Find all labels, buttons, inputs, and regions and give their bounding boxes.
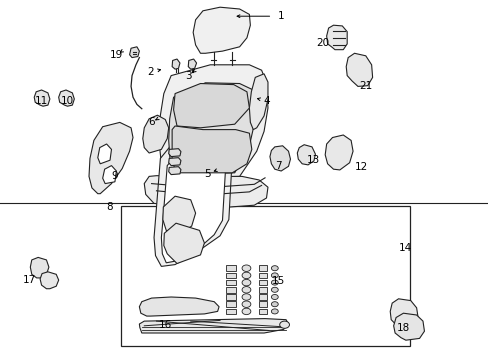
Text: 4: 4 [263, 96, 269, 106]
Text: 7: 7 [275, 161, 282, 171]
Polygon shape [225, 287, 235, 293]
Text: 21: 21 [358, 81, 372, 91]
Circle shape [271, 309, 278, 314]
Text: 10: 10 [61, 96, 74, 106]
Polygon shape [259, 294, 266, 300]
Polygon shape [173, 84, 249, 128]
Text: 11: 11 [35, 96, 48, 106]
Circle shape [271, 287, 278, 292]
Circle shape [242, 301, 250, 307]
Polygon shape [259, 287, 266, 293]
Polygon shape [259, 309, 266, 314]
Text: 1: 1 [277, 11, 284, 21]
Text: 17: 17 [22, 275, 36, 285]
Polygon shape [249, 74, 267, 130]
Polygon shape [59, 90, 74, 106]
Text: 13: 13 [305, 155, 319, 165]
Polygon shape [142, 115, 168, 153]
Text: 9: 9 [111, 171, 118, 181]
Polygon shape [326, 25, 346, 50]
Circle shape [271, 302, 278, 307]
Text: 20: 20 [316, 38, 328, 48]
Polygon shape [200, 158, 222, 175]
Text: 8: 8 [106, 202, 113, 212]
Text: 15: 15 [271, 276, 285, 286]
Polygon shape [154, 131, 232, 266]
Polygon shape [98, 144, 111, 164]
Circle shape [271, 294, 278, 300]
Text: 18: 18 [396, 323, 409, 333]
Polygon shape [269, 146, 290, 171]
Text: 5: 5 [204, 168, 211, 179]
Circle shape [242, 308, 250, 315]
Circle shape [279, 321, 289, 328]
Text: 2: 2 [147, 67, 154, 77]
Polygon shape [89, 122, 133, 194]
Text: 19: 19 [109, 50, 123, 60]
Polygon shape [188, 59, 196, 69]
Polygon shape [168, 149, 181, 157]
Circle shape [242, 272, 250, 279]
Polygon shape [168, 158, 181, 166]
Polygon shape [139, 319, 288, 333]
Circle shape [271, 280, 278, 285]
Polygon shape [163, 223, 204, 264]
Polygon shape [129, 47, 139, 58]
Polygon shape [163, 196, 195, 236]
Text: 3: 3 [184, 71, 191, 81]
Circle shape [242, 294, 250, 300]
Polygon shape [193, 7, 250, 53]
Polygon shape [102, 166, 116, 184]
Polygon shape [393, 313, 424, 340]
Polygon shape [259, 301, 266, 307]
Polygon shape [225, 280, 235, 285]
Polygon shape [40, 272, 59, 289]
Text: 6: 6 [148, 117, 155, 127]
Polygon shape [30, 257, 49, 278]
Polygon shape [259, 280, 266, 285]
Polygon shape [225, 301, 235, 307]
Polygon shape [34, 90, 50, 106]
Polygon shape [139, 297, 219, 316]
Circle shape [242, 279, 250, 286]
Circle shape [271, 273, 278, 278]
Text: 12: 12 [354, 162, 368, 172]
Polygon shape [225, 294, 235, 300]
Polygon shape [159, 65, 267, 178]
Circle shape [242, 287, 250, 293]
Polygon shape [259, 273, 266, 278]
Polygon shape [168, 167, 181, 175]
Polygon shape [225, 273, 235, 278]
Polygon shape [172, 59, 180, 69]
Polygon shape [389, 299, 417, 327]
Polygon shape [225, 309, 235, 314]
Polygon shape [297, 145, 315, 165]
Text: 16: 16 [158, 320, 172, 330]
Circle shape [242, 265, 250, 271]
Polygon shape [144, 176, 267, 209]
Polygon shape [259, 265, 266, 271]
Bar [121, 206, 409, 346]
Polygon shape [168, 83, 256, 175]
Polygon shape [172, 126, 251, 173]
Polygon shape [346, 53, 372, 86]
Polygon shape [325, 135, 352, 170]
Circle shape [271, 266, 278, 271]
Polygon shape [225, 265, 235, 271]
Text: 14: 14 [398, 243, 412, 253]
Polygon shape [161, 140, 225, 263]
